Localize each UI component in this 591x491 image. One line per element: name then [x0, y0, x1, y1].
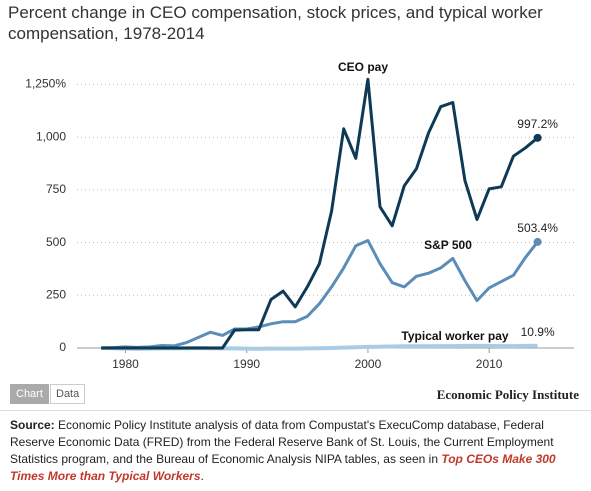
series-line: [101, 239, 539, 350]
end-point: [533, 133, 542, 142]
credit: Economic Policy Institute: [436, 387, 579, 402]
toolbar: Chart Data Economic Policy Institute: [0, 380, 591, 408]
source-note: Source: Economic Policy Institute analys…: [0, 410, 591, 491]
y-tick-label: 1,250%: [25, 77, 66, 91]
source-text: Economic Policy Institute analysis of da…: [10, 418, 554, 466]
y-tick-label: 0: [59, 340, 66, 354]
series-label: S&P 500: [424, 238, 472, 252]
source-end: .: [200, 469, 204, 483]
y-tick-label: 250: [46, 287, 66, 301]
source-label: Source:: [10, 418, 55, 432]
x-tick-label: 1980: [112, 357, 139, 371]
x-tick-label: 1990: [233, 357, 260, 371]
x-tick-label: 2000: [355, 357, 382, 371]
y-tick-label: 1,000: [36, 129, 66, 143]
end-point: [533, 237, 542, 246]
series-label: CEO pay: [338, 60, 388, 74]
y-tick-label: 500: [46, 235, 66, 249]
chart-title: Percent change in CEO compensation, stoc…: [8, 3, 543, 43]
value-label: 503.4%: [517, 221, 558, 235]
value-label: 10.9%: [521, 325, 555, 339]
x-tick-label: 2010: [476, 357, 503, 371]
y-tick-label: 750: [46, 182, 66, 196]
series-label: Typical worker pay: [401, 329, 508, 343]
series-line: [101, 77, 539, 350]
tab[interactable]: Data: [50, 384, 86, 404]
chart: 0 250 500 750 1,000 1,250% 1980 1990 2000 2010 10.…: [25, 60, 574, 371]
source-link[interactable]: Top CEOs Make 300 Times More than Typica…: [10, 452, 556, 483]
value-label: 997.2%: [517, 117, 558, 131]
tab[interactable]: Chart: [10, 384, 49, 404]
